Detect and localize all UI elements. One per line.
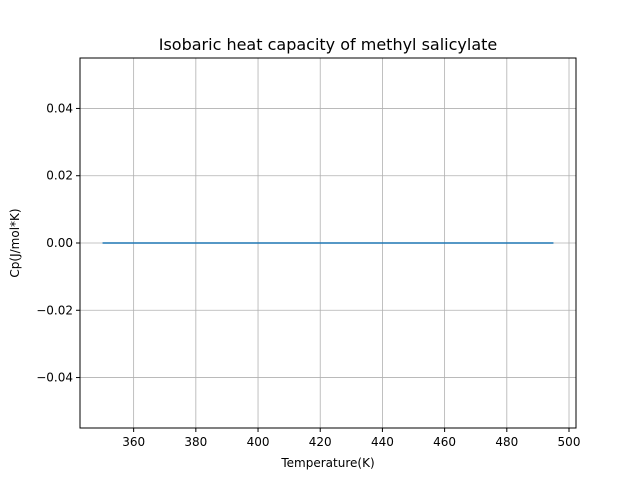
- y-tick-label: −0.04: [36, 371, 73, 385]
- y-tick-label: 0.04: [46, 101, 73, 115]
- y-axis-label: Cp(J/mol*K): [8, 208, 22, 277]
- chart-title: Isobaric heat capacity of methyl salicyl…: [159, 35, 498, 54]
- x-tick-label: 380: [184, 435, 207, 449]
- x-axis-ticks: 360 380 400 420 440 460 480 500: [122, 428, 580, 449]
- y-tick-label: 0.00: [46, 236, 73, 250]
- x-tick-label: 400: [247, 435, 270, 449]
- x-axis-label: Temperature(K): [280, 456, 374, 470]
- x-tick-label: 460: [433, 435, 456, 449]
- x-tick-label: 360: [122, 435, 145, 449]
- x-tick-label: 440: [371, 435, 394, 449]
- y-tick-label: 0.02: [46, 169, 73, 183]
- x-tick-label: 480: [495, 435, 518, 449]
- x-tick-label: 500: [558, 435, 581, 449]
- x-tick-label: 420: [309, 435, 332, 449]
- y-axis-ticks: −0.04 −0.02 0.00 0.02 0.04: [36, 101, 80, 385]
- y-tick-label: −0.02: [36, 303, 73, 317]
